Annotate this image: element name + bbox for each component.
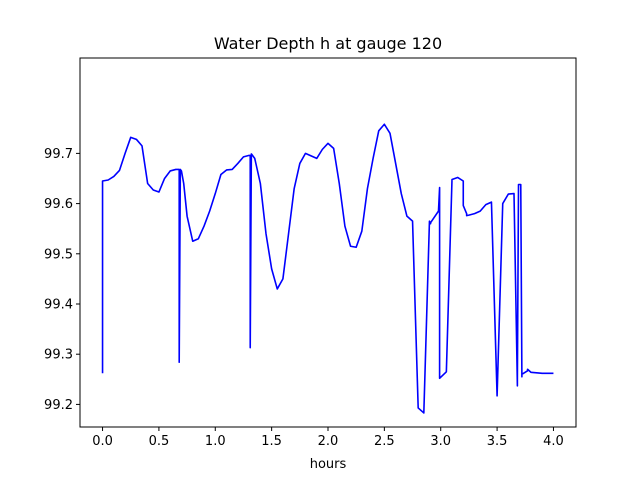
y-tick-label: 99.5 — [44, 247, 73, 262]
y-tick-label: 99.2 — [44, 398, 73, 413]
x-tick-label: 3.5 — [487, 434, 508, 449]
chart-title: Water Depth h at gauge 120 — [214, 34, 442, 53]
y-tick-label: 99.6 — [44, 197, 73, 212]
y-tick-label: 99.7 — [44, 147, 73, 162]
x-tick-label: 3.0 — [430, 434, 451, 449]
x-axis: 0.0 0.5 1.0 1.5 2.0 2.5 3.0 3.5 4.0 — [92, 427, 564, 449]
series-line-0 — [101, 123, 554, 414]
x-tick-label: 0.0 — [92, 434, 113, 449]
x-tick-label: 1.0 — [205, 434, 226, 449]
y-tick-label: 99.3 — [44, 348, 73, 363]
x-tick-label: 2.5 — [374, 434, 395, 449]
x-tick-label: 0.5 — [149, 434, 170, 449]
x-tick-label: 4.0 — [543, 434, 564, 449]
x-axis-label: hours — [310, 457, 347, 472]
y-tick-label: 99.4 — [44, 298, 73, 313]
x-tick-label: 1.5 — [261, 434, 282, 449]
y-axis: 99.2 99.3 99.4 99.5 99.6 99.7 — [44, 147, 80, 413]
x-tick-label: 2.0 — [318, 434, 339, 449]
